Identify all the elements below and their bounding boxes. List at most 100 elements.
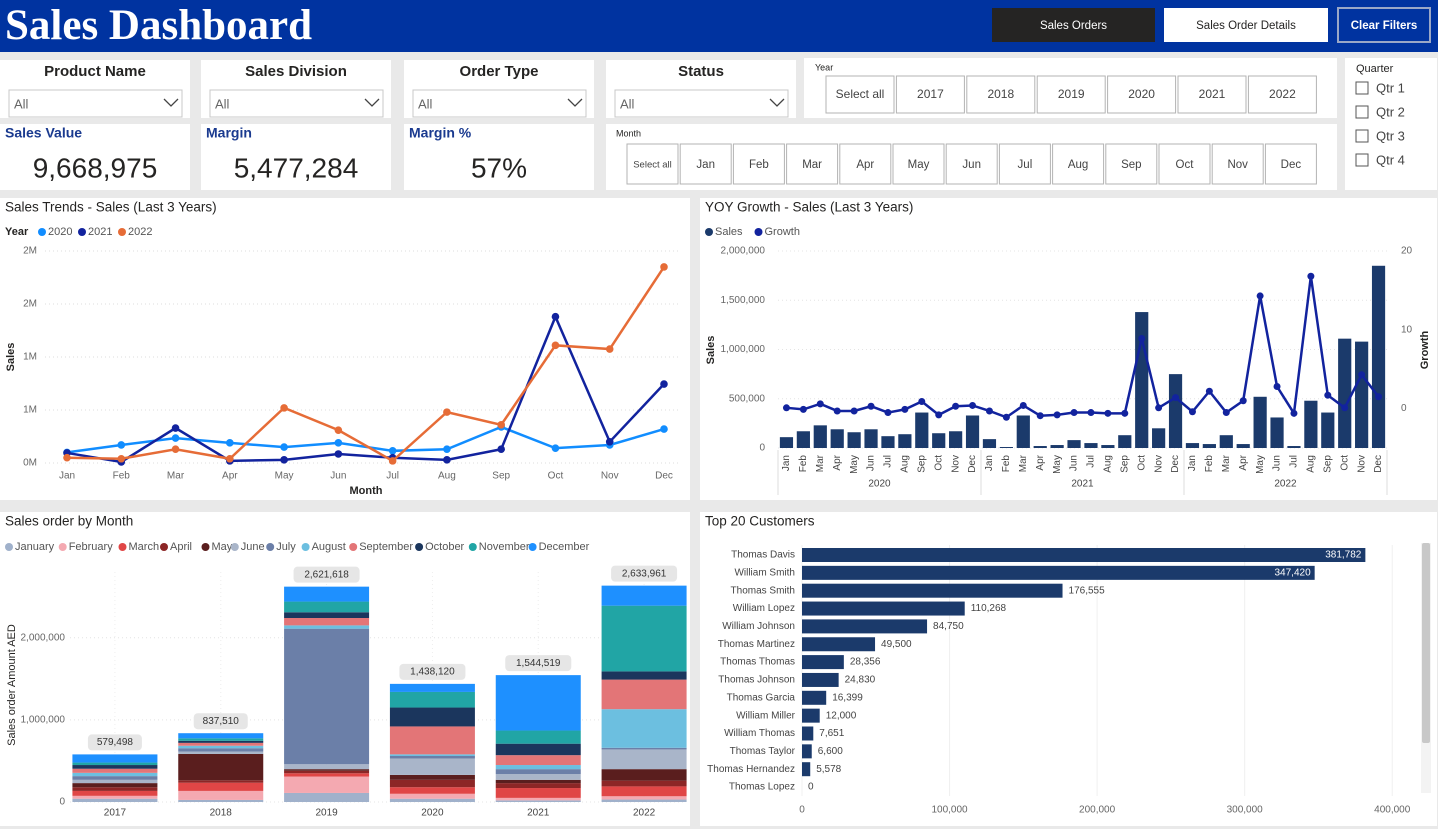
month-option-label[interactable]: Mar (802, 159, 822, 171)
bar (1101, 445, 1115, 448)
x-group-label: 2022 (1274, 479, 1297, 490)
x-tick-label: 0 (799, 805, 805, 816)
y-tick-label: 2,000,000 (21, 632, 66, 643)
legend-label: December (539, 541, 590, 553)
scrollbar-thumb[interactable] (1422, 543, 1430, 743)
chart-title: Sales Trends - Sales (Last 3 Years) (5, 200, 217, 215)
year-option[interactable] (1177, 75, 1247, 114)
line-point (171, 434, 180, 442)
header-button[interactable] (992, 8, 1155, 42)
header-button-label[interactable]: Sales Orders (1040, 20, 1107, 32)
month-option[interactable] (1158, 143, 1211, 185)
month-option[interactable] (786, 143, 839, 185)
filter-dropdown[interactable] (209, 89, 384, 118)
x-tick-label: Oct (933, 455, 944, 471)
month-option-label[interactable]: Sep (1121, 159, 1141, 171)
year-option[interactable] (825, 75, 895, 114)
month-option-label[interactable]: Oct (1176, 159, 1195, 171)
header-button-label[interactable]: Sales Order Details (1196, 20, 1296, 32)
month-option-label[interactable]: Jun (962, 159, 981, 171)
line-point (63, 453, 71, 462)
header-button[interactable] (1337, 7, 1431, 43)
y-axis-label: Sales (705, 336, 717, 365)
filter-dropdown[interactable] (412, 89, 587, 118)
bar-segment (72, 765, 158, 769)
filter-value[interactable]: All (418, 96, 433, 111)
year-option[interactable] (895, 75, 965, 114)
year-option-label[interactable]: 2018 (987, 87, 1014, 101)
month-option[interactable] (732, 143, 785, 185)
x-tick-label: 2020 (421, 808, 444, 819)
filter-label: Sales Division (245, 63, 347, 80)
month-option[interactable] (945, 143, 998, 185)
x-tick-label: Aug (1103, 455, 1114, 473)
line-point (799, 405, 807, 413)
month-option[interactable] (1264, 143, 1317, 185)
header-button[interactable] (1164, 8, 1328, 42)
month-option[interactable] (892, 143, 945, 185)
bar (1067, 440, 1081, 448)
month-option[interactable] (998, 143, 1051, 185)
month-option[interactable] (1052, 143, 1105, 185)
month-option[interactable] (1105, 143, 1158, 185)
month-option-label[interactable]: Apr (856, 159, 874, 171)
quarter-option-label[interactable]: Qtr 1 (1376, 80, 1405, 95)
quarter-checkbox[interactable] (1355, 81, 1369, 95)
quarter-option-label[interactable]: Qtr 2 (1376, 104, 1405, 119)
dropdown-chevron[interactable] (769, 98, 785, 107)
year-option[interactable] (1247, 75, 1317, 114)
year-option-label[interactable]: 2020 (1128, 87, 1155, 101)
filter-value[interactable]: All (14, 96, 29, 111)
year-option-label[interactable]: Select all (836, 87, 885, 101)
chart-title: Top 20 Customers (705, 514, 815, 529)
total-label-box (505, 655, 572, 672)
x-tick-label: 200,000 (1079, 805, 1116, 816)
month-option-label[interactable]: Jul (1018, 159, 1033, 171)
month-option-label[interactable]: Nov (1227, 159, 1248, 171)
dropdown-chevron[interactable] (163, 98, 179, 107)
month-option-label[interactable]: May (908, 159, 930, 171)
month-option-label[interactable]: Aug (1068, 159, 1088, 171)
bar-segment (601, 679, 687, 710)
year-option-label[interactable]: 2019 (1058, 87, 1085, 101)
month-option[interactable] (839, 143, 892, 185)
quarter-checkbox[interactable] (1355, 153, 1369, 167)
quarter-checkbox[interactable] (1355, 129, 1369, 143)
dropdown-chevron[interactable] (567, 98, 583, 107)
filter-value[interactable]: All (620, 96, 635, 111)
line-point (1104, 409, 1112, 417)
year-option[interactable] (966, 75, 1036, 114)
filter-dropdown[interactable] (614, 89, 789, 118)
month-option-label[interactable]: Select all (633, 160, 672, 171)
bar-segment (72, 776, 158, 780)
x-tick-label: Jun (866, 455, 877, 471)
quarter-option-label[interactable]: Qtr 4 (1376, 152, 1405, 167)
month-option[interactable] (679, 143, 732, 185)
quarter-option-label[interactable]: Qtr 3 (1376, 128, 1405, 143)
y-tick-label: 1M (23, 405, 37, 416)
year-option-label[interactable]: 2021 (1199, 87, 1226, 101)
year-option-label[interactable]: 2017 (917, 87, 944, 101)
total-label: 2,633,961 (622, 568, 667, 579)
year-option-label[interactable]: 2022 (1269, 87, 1296, 101)
dropdown-chevron[interactable] (364, 98, 380, 107)
legend-marker (528, 543, 537, 551)
filter-dropdown[interactable] (8, 89, 183, 118)
filter-value[interactable]: All (215, 96, 230, 111)
y-tick-label: 2M (23, 246, 37, 257)
month-option[interactable] (626, 143, 679, 185)
year-option[interactable] (1107, 75, 1177, 114)
total-label-box (611, 565, 678, 582)
month-option-label[interactable]: Jan (696, 159, 715, 171)
month-option-label[interactable]: Dec (1281, 159, 1302, 171)
bar-segment (601, 780, 687, 787)
year-option[interactable] (1036, 75, 1106, 114)
header-button-label[interactable]: Clear Filters (1351, 20, 1417, 32)
line-point (497, 445, 505, 454)
month-option[interactable] (1211, 143, 1264, 185)
month-option-label[interactable]: Feb (749, 159, 769, 171)
bar (965, 415, 980, 448)
quarter-checkbox[interactable] (1355, 105, 1369, 119)
line-point (226, 439, 234, 447)
bar (1152, 428, 1166, 448)
